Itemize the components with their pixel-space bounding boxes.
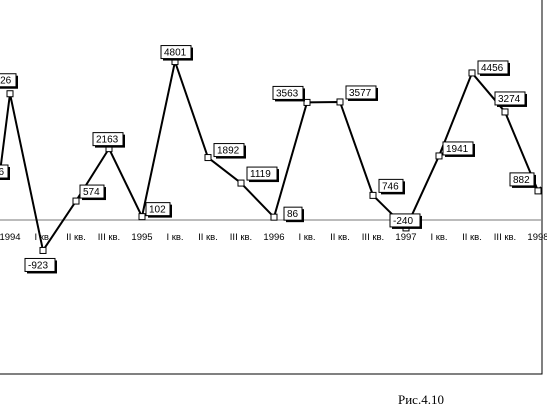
svg-text:3577: 3577	[349, 88, 372, 99]
data-labels: 3826 -923 574 2163 102 4801 1892 1119 86 3563 3577…	[0, 45, 536, 274]
svg-text:86: 86	[287, 209, 299, 220]
x-tick-label: I кв.	[298, 232, 315, 243]
data-point-marker	[468, 69, 476, 77]
data-label: 574	[79, 184, 106, 201]
svg-text:746: 746	[382, 181, 399, 192]
data-point-marker	[6, 90, 14, 98]
x-tick-label: I кв.	[34, 232, 51, 243]
data-label: 1892	[213, 143, 246, 159]
data-label: 1119	[246, 166, 279, 183]
svg-text:3826: 3826	[0, 76, 12, 87]
data-label: 102	[145, 202, 172, 218]
data-point-marker	[237, 179, 245, 187]
data-label: 4456	[477, 60, 510, 76]
svg-text:1892: 1892	[217, 146, 240, 157]
data-point-marker	[138, 213, 146, 221]
x-tick-labels: 1994 I кв. II кв. III кв. 1995 I кв. II кв. III…	[0, 232, 547, 243]
svg-text:2163: 2163	[96, 135, 119, 146]
data-point-marker	[336, 98, 344, 106]
x-tick-label: 1998	[527, 232, 547, 243]
data-point-marker	[534, 187, 542, 195]
svg-text:3274: 3274	[498, 94, 521, 105]
x-tick-label: 1995	[131, 232, 152, 243]
data-label: -240	[389, 213, 422, 229]
x-tick-label: I кв.	[166, 232, 183, 243]
data-label: 746	[378, 178, 405, 195]
svg-text:1119: 1119	[250, 169, 271, 180]
data-point-marker	[435, 152, 443, 160]
x-tick-label: 1997	[395, 232, 416, 243]
data-point-marker	[270, 213, 278, 221]
svg-text:-923: -923	[28, 260, 48, 271]
svg-text:3563: 3563	[276, 88, 299, 99]
data-point-marker	[39, 246, 47, 254]
figure-caption: Рис.4.10	[398, 392, 444, 407]
data-label: 1941	[442, 141, 475, 157]
svg-text:4801: 4801	[164, 48, 187, 59]
svg-text:-240: -240	[393, 216, 413, 227]
data-label: 3274	[494, 91, 527, 107]
data-label: 882	[509, 172, 536, 188]
data-point-marker	[204, 154, 212, 162]
data-label: 3577	[345, 85, 378, 101]
svg-text:102: 102	[149, 205, 166, 216]
svg-text:76: 76	[0, 167, 5, 178]
data-label: 2163	[92, 132, 125, 148]
x-tick-label: III кв.	[362, 232, 384, 243]
x-tick-label: III кв.	[98, 232, 120, 243]
data-label: 3563	[272, 85, 305, 102]
x-tick-label: 1996	[263, 232, 284, 243]
data-point-marker	[72, 197, 80, 205]
svg-text:4456: 4456	[481, 63, 504, 74]
data-label: -923	[24, 257, 57, 274]
data-point-marker	[369, 191, 377, 199]
plot-frame	[0, 0, 543, 375]
data-point-marker	[303, 98, 311, 106]
x-tick-label: III кв.	[494, 232, 516, 243]
x-tick-label: II кв.	[198, 232, 218, 243]
data-label: 76	[0, 164, 10, 180]
svg-text:1941: 1941	[446, 144, 469, 155]
data-label: 86	[283, 206, 304, 223]
data-label: 4801	[160, 45, 193, 61]
x-tick-label: 1994	[0, 232, 21, 243]
x-tick-label: I кв.	[430, 232, 447, 243]
x-tick-label: II кв.	[66, 232, 86, 243]
x-tick-label: III кв.	[230, 232, 252, 243]
x-tick-label: II кв.	[462, 232, 482, 243]
svg-text:574: 574	[83, 187, 100, 198]
x-tick-label: II кв.	[330, 232, 350, 243]
svg-text:882: 882	[513, 175, 530, 186]
data-label: 3826	[0, 73, 18, 89]
data-point-marker	[501, 108, 509, 116]
